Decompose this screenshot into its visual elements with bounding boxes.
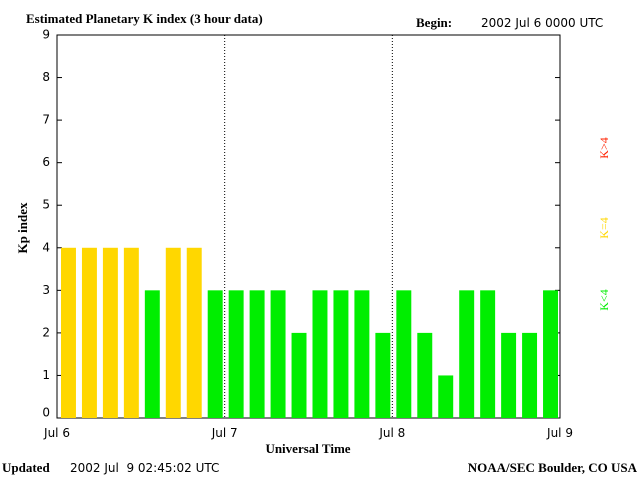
credit: NOAA/SEC Boulder, CO USA — [468, 460, 638, 475]
updated-label: Updated — [2, 460, 50, 475]
bar — [207, 290, 223, 418]
legend-entry: K=4 — [597, 217, 611, 238]
x-axis-label: Universal Time — [265, 441, 350, 456]
x-tick-label: Jul 7 — [211, 426, 238, 440]
y-tick-label: 5 — [42, 198, 50, 212]
bar — [375, 332, 391, 418]
bar — [459, 290, 475, 418]
bar — [291, 332, 307, 418]
updated-date: 2002 Jul 9 02:45:02 UTC — [70, 461, 219, 475]
y-tick-label: 0 — [42, 406, 50, 420]
y-tick-label: 6 — [42, 155, 50, 169]
legend-entry: K<4 — [597, 289, 611, 310]
y-tick-label: 7 — [42, 113, 50, 127]
bar — [165, 247, 181, 418]
chart-title: Estimated Planetary K index (3 hour data… — [26, 11, 263, 26]
bar — [354, 290, 370, 418]
bar — [81, 247, 97, 418]
bar — [144, 290, 160, 418]
y-axis-label: Kp index — [15, 202, 30, 253]
bar — [417, 332, 433, 418]
y-tick-label: 3 — [42, 283, 50, 297]
begin-label: Begin: — [416, 15, 452, 30]
bar — [312, 290, 328, 418]
bar — [501, 332, 517, 418]
y-tick-label: 2 — [42, 325, 50, 339]
y-tick-label: 9 — [42, 28, 50, 42]
begin-date: 2002 Jul 6 0000 UTC — [481, 16, 603, 30]
bar — [270, 290, 286, 418]
y-tick-label: 1 — [42, 368, 50, 382]
x-tick-label: Jul 6 — [43, 426, 70, 440]
y-tick-label: 4 — [42, 240, 50, 254]
x-tick-label: Jul 8 — [378, 426, 405, 440]
bar — [543, 290, 558, 418]
bar — [438, 375, 454, 418]
bar — [249, 290, 265, 418]
plot-frame — [56, 34, 561, 419]
y-tick-label: 8 — [42, 70, 50, 84]
bar — [333, 290, 349, 418]
bar — [396, 290, 412, 418]
bar — [61, 247, 76, 418]
bar — [480, 290, 496, 418]
bar — [123, 247, 139, 418]
bar — [522, 332, 538, 418]
bar — [186, 247, 202, 418]
legend-entry: K>4 — [597, 137, 611, 158]
bar — [228, 290, 244, 418]
x-tick-label: Jul 9 — [546, 426, 573, 440]
bar — [102, 247, 118, 418]
